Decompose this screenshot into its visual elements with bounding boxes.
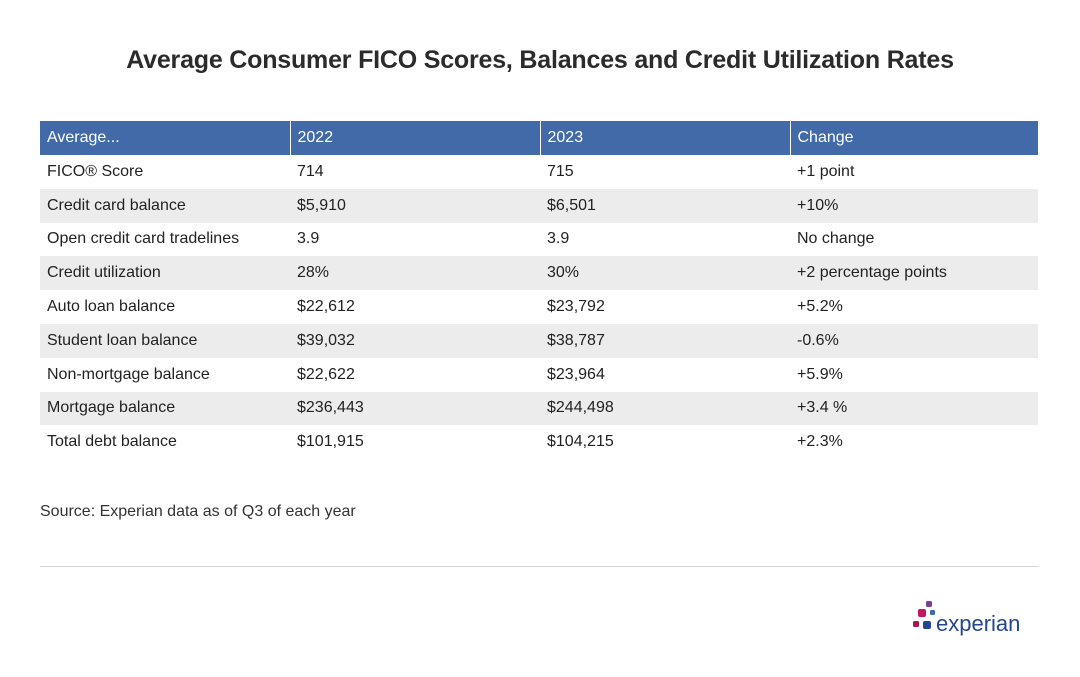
table-cell: $244,498 [540, 391, 790, 426]
row-label: Credit card balance [40, 188, 290, 223]
column-header: 2022 [290, 121, 541, 155]
table-header-row: Average... 2022 2023 Change [40, 121, 1038, 155]
table-cell: $23,964 [547, 365, 605, 383]
table-cell: 715 [547, 162, 574, 180]
table-row: Student loan balance $39,032 $38,787 -0.… [40, 323, 1038, 358]
table-row: Credit utilization 28% 30% +2 percentage… [40, 256, 1038, 291]
row-label: Student loan balance [40, 323, 290, 358]
table-cell: +2 percentage points [790, 256, 1038, 291]
table-row: Mortgage balance $236,443 $244,498 +3.4 … [40, 391, 1038, 426]
row-label: Auto loan balance [47, 298, 176, 316]
table-cell: +5.9% [797, 365, 843, 383]
table-cell: +10% [790, 188, 1038, 223]
chart-title: Average Consumer FICO Scores, Balances a… [126, 46, 954, 74]
column-header: 2023 [540, 121, 791, 155]
row-label: Total debt balance [47, 433, 177, 451]
table-cell: $22,612 [297, 298, 355, 316]
table-cell: +1 point [797, 162, 855, 180]
experian-logo-mark: experian [913, 601, 1020, 636]
logo-dot-icon [926, 601, 932, 607]
row-label: FICO® Score [47, 162, 144, 180]
table-row: Non-mortgage balance $22,622 $23,964 +5.… [40, 358, 1038, 392]
row-label: Mortgage balance [40, 391, 290, 426]
table-cell: -0.6% [790, 323, 1038, 358]
logo-dot-icon [930, 610, 935, 615]
table-cell: $23,792 [547, 298, 605, 316]
table-cell: $236,443 [290, 391, 540, 426]
table-cell: +2.3% [797, 433, 843, 451]
logo-dot-icon [918, 609, 926, 617]
table-cell: $5,910 [290, 188, 540, 223]
table-cell: $22,622 [297, 365, 355, 383]
data-table: Average... 2022 2023 Change FICO® Score … [40, 121, 1038, 459]
column-header: Average... [40, 121, 291, 155]
table-row: Open credit card tradelines 3.9 3.9 No c… [40, 223, 1038, 257]
table-cell: +5.2% [797, 298, 843, 316]
row-label: Non-mortgage balance [47, 365, 210, 383]
row-label: Credit utilization [40, 256, 290, 291]
table-cell: $39,032 [290, 323, 540, 358]
table-cell: 28% [290, 256, 540, 291]
table-cell: 30% [540, 256, 790, 291]
logo-dot-icon [923, 621, 931, 629]
experian-logo: experian [910, 600, 1035, 640]
column-header: Change [790, 121, 1038, 155]
table-cell: 3.9 [547, 230, 570, 248]
logo-dot-icon [913, 621, 919, 627]
table-cell: 3.9 [297, 230, 320, 248]
table-cell: $38,787 [540, 323, 790, 358]
table-row: FICO® Score 714 715 +1 point [40, 155, 1038, 189]
table-row: Credit card balance $5,910 $6,501 +10% [40, 188, 1038, 223]
source-note: Source: Experian data as of Q3 of each y… [40, 503, 356, 520]
table-cell: $6,501 [540, 188, 790, 223]
logo-wordmark: experian [936, 611, 1020, 636]
table-cell: $104,215 [547, 433, 614, 451]
table-row: Total debt balance $101,915 $104,215 +2.… [40, 425, 1038, 459]
table-row: Auto loan balance $22,612 $23,792 +5.2% [40, 290, 1038, 324]
table-cell: $101,915 [297, 433, 364, 451]
table-cell: No change [797, 230, 875, 248]
divider [40, 566, 1039, 567]
row-label: Open credit card tradelines [47, 230, 240, 248]
table-cell: 714 [297, 162, 324, 180]
table-cell: +3.4 % [790, 391, 1038, 426]
